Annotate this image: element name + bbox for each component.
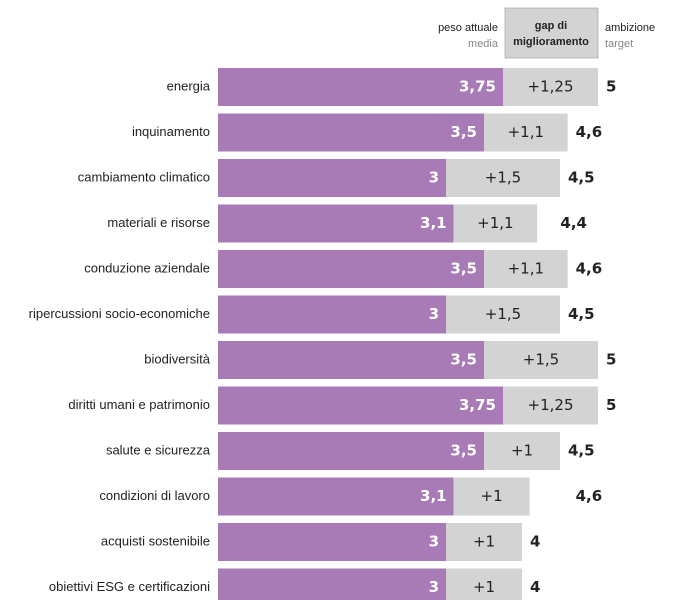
current-label: 3,1 [420, 487, 447, 505]
bar-current [218, 295, 446, 334]
current-label: 3 [429, 305, 439, 323]
current-label: 3 [429, 169, 439, 187]
target-label: 4,6 [576, 260, 603, 278]
bar-current [218, 477, 454, 516]
target-label: 4,6 [576, 487, 603, 505]
bar-current [218, 204, 454, 243]
gap-label: +1,1 [508, 123, 544, 141]
target-label: 4,5 [568, 442, 595, 460]
bar-gap [503, 68, 598, 106]
current-label: 3,5 [450, 123, 477, 141]
bar-gap [453, 477, 530, 516]
category-label: condizioni di lavoro [99, 488, 210, 503]
bar-gap [484, 250, 568, 288]
category-label: inquinamento [132, 124, 210, 139]
gap-label: +1,5 [485, 305, 521, 323]
bar-current [218, 523, 446, 561]
gap-label: +1,1 [508, 260, 544, 278]
gap-label: +1 [481, 487, 503, 505]
current-label: 3 [429, 533, 439, 551]
target-label: 4 [530, 533, 540, 551]
category-label: conduzione aziendale [84, 260, 210, 275]
category-label: obiettivi ESG e certificazioni [49, 579, 210, 594]
target-label: 4 [530, 578, 540, 596]
bar-gap [446, 159, 560, 197]
gap-label: +1 [511, 442, 533, 460]
target-label: 4,5 [568, 305, 595, 323]
current-label: 3,5 [450, 351, 477, 369]
category-label: salute e sicurezza [106, 442, 211, 457]
current-label: 3,5 [450, 260, 477, 278]
bar-gap [503, 386, 598, 425]
gap-label: +1,1 [477, 214, 513, 232]
category-label: diritti umani e patrimonio [68, 397, 210, 412]
target-label: 4,4 [560, 214, 587, 232]
target-label: 4,6 [576, 123, 603, 141]
bar-current [218, 341, 484, 379]
bar-current [218, 68, 503, 106]
bar-gap [446, 568, 522, 600]
bar-current [218, 113, 484, 152]
bar-current [218, 568, 446, 600]
bar-current [218, 159, 446, 197]
gap-label: +1 [473, 533, 495, 551]
category-label: energia [167, 78, 211, 93]
category-label: materiali e risorse [107, 215, 210, 230]
bar-gap [446, 295, 560, 334]
current-label: 3,5 [450, 442, 477, 460]
gap-label: +1,5 [485, 169, 521, 187]
current-label: 3 [429, 578, 439, 596]
header-gap: gap di miglioramento [513, 20, 589, 48]
header-target-sub: target [605, 38, 633, 50]
current-label: 3,1 [420, 214, 447, 232]
bar-current [218, 432, 484, 470]
gap-label: +1,25 [528, 396, 574, 414]
target-label: 5 [606, 351, 616, 369]
bar-gap [453, 204, 538, 243]
bar-current [218, 386, 503, 425]
header-current: peso attuale [438, 22, 498, 34]
current-label: 3,75 [459, 78, 496, 96]
category-label: cambiamento climatico [78, 169, 210, 184]
target-label: 5 [606, 396, 616, 414]
bar-gap [484, 341, 598, 379]
bar-gap [446, 523, 522, 561]
header-box [504, 7, 599, 59]
gap-label: +1,25 [528, 78, 574, 96]
category-label: acquisti sostenibile [101, 533, 210, 548]
bar-gap [484, 432, 560, 470]
category-label: ripercussioni socio-economiche [29, 306, 210, 321]
current-label: 3,75 [459, 396, 496, 414]
target-label: 4,5 [568, 169, 595, 187]
category-label: biodiversità [144, 351, 211, 366]
gap-label: +1,5 [523, 351, 559, 369]
bar-current [218, 250, 484, 288]
header-current-sub: media [468, 38, 499, 50]
gap-label: +1 [473, 578, 495, 596]
bar-gap [484, 113, 568, 152]
header-target: ambizione [605, 22, 655, 34]
target-label: 5 [606, 78, 616, 96]
